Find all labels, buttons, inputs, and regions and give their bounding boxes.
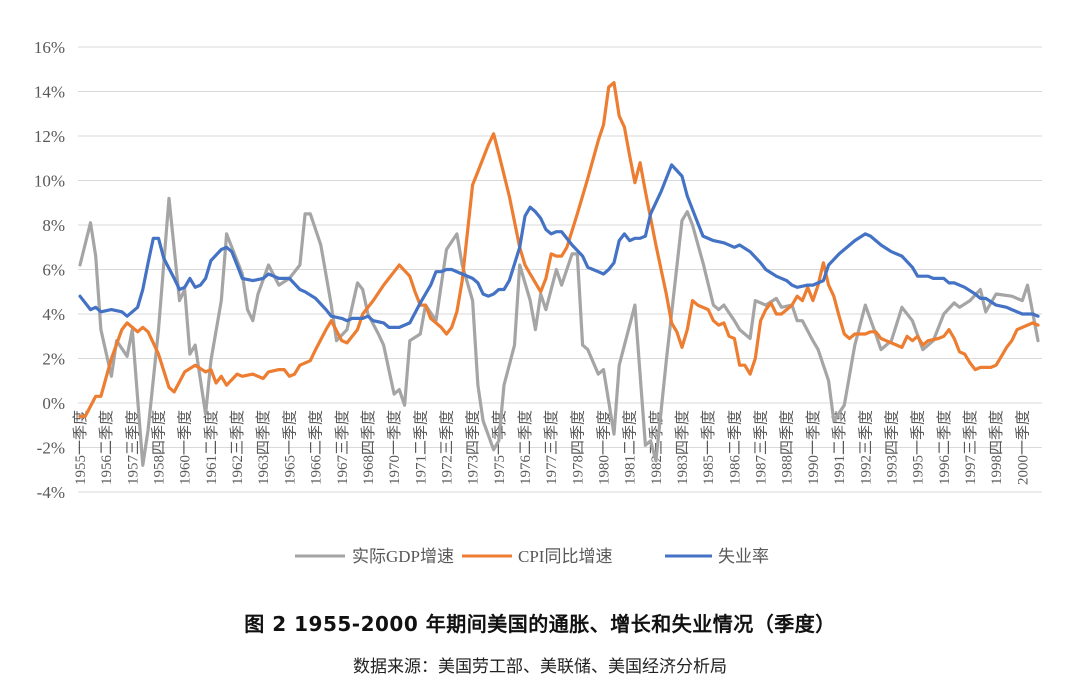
- legend-label-unemployment: 失业率: [718, 547, 769, 566]
- x-tick-label: 1973四季度: [465, 410, 482, 485]
- y-tick-label: 12%: [34, 127, 65, 146]
- x-tick-label: 1990一季度: [805, 410, 822, 485]
- y-tick-label: 2%: [42, 350, 65, 369]
- x-tick-label: 2000一季度: [1014, 410, 1031, 485]
- x-tick-label: 1962三季度: [229, 410, 246, 485]
- x-tick-label: 1975一季度: [491, 410, 508, 485]
- x-tick-label: 1963四季度: [255, 410, 272, 485]
- x-tick-label: 1983四季度: [674, 410, 691, 485]
- series-lines: [78, 81, 1040, 467]
- x-tick-label: 1971二季度: [412, 410, 429, 485]
- figure-source: 数据来源：美国劳工部、美联储、美国经济分析局: [353, 657, 727, 677]
- y-tick-label: 6%: [42, 261, 65, 280]
- x-axis-tick-labels: 1955一季度 1956二季度 1957三季度 1958四季度 1960一季度 1961二…: [72, 410, 1031, 485]
- y-axis-tick-labels: -4% -2% 0% 2% 4% 6% 8% 10% 12% 14% 16%: [34, 38, 65, 502]
- series-line-cpi: [78, 81, 1040, 418]
- x-tick-label: 1956二季度: [98, 410, 115, 485]
- x-tick-label: 1961二季度: [203, 410, 220, 485]
- x-tick-label: 1996二季度: [936, 410, 953, 485]
- y-tick-label: 14%: [34, 83, 65, 102]
- x-tick-label: 1955一季度: [72, 410, 89, 485]
- y-tick-label: -4%: [37, 483, 65, 502]
- line-chart: -4% -2% 0% 2% 4% 6% 8% 10% 12% 14% 16% 1955一季度 1956…: [34, 38, 1042, 566]
- x-tick-label: 1967三季度: [334, 410, 351, 485]
- series-line-unemployment: [78, 163, 1040, 329]
- x-tick-label: 1987三季度: [753, 410, 770, 485]
- x-tick-label: 1976二季度: [517, 410, 534, 485]
- x-tick-label: 1977三季度: [543, 410, 560, 485]
- y-tick-label: 0%: [42, 394, 65, 413]
- x-tick-label: 1960一季度: [177, 410, 194, 485]
- y-tick-label: 8%: [42, 216, 65, 235]
- x-tick-label: 1965一季度: [281, 410, 298, 485]
- x-tick-label: 1985一季度: [700, 410, 717, 485]
- x-tick-label: 1988四季度: [779, 410, 796, 485]
- x-tick-label: 1972三季度: [438, 410, 455, 485]
- y-tick-label: -2%: [37, 439, 65, 458]
- x-tick-label: 1986二季度: [726, 410, 743, 485]
- y-tick-label: 16%: [34, 38, 65, 57]
- legend-label-cpi: CPI同比增速: [518, 547, 612, 566]
- y-tick-label: 4%: [42, 305, 65, 324]
- x-tick-label: 1995一季度: [910, 410, 927, 485]
- x-tick-label: 1991二季度: [831, 410, 848, 485]
- legend-label-gdp: 实际GDP增速: [352, 547, 454, 566]
- x-tick-label: 1997三季度: [962, 410, 979, 485]
- y-tick-label: 10%: [34, 172, 65, 191]
- legend: 实际GDP增速 CPI同比增速 失业率: [295, 547, 769, 566]
- x-tick-label: 1981二季度: [622, 410, 639, 485]
- x-tick-label: 1957三季度: [124, 410, 141, 485]
- x-tick-label: 1968四季度: [360, 410, 377, 485]
- x-tick-label: 1992三季度: [857, 410, 874, 485]
- figure-title: 图 2 1955-2000 年期间美国的通胀、增长和失业情况（季度）: [244, 612, 836, 636]
- x-tick-label: 1980一季度: [596, 410, 613, 485]
- x-tick-label: 1958四季度: [151, 410, 168, 485]
- x-tick-label: 1966二季度: [308, 410, 325, 485]
- x-tick-label: 1998四季度: [988, 410, 1005, 485]
- x-tick-label: 1970一季度: [386, 410, 403, 485]
- x-tick-label: 1978四季度: [569, 410, 586, 485]
- x-tick-label: 1993四季度: [883, 410, 900, 485]
